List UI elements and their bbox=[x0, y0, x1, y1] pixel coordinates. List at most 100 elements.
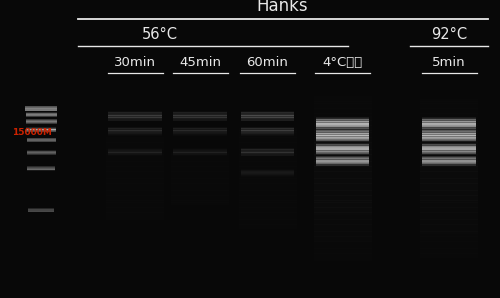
Bar bbox=[106, 99, 164, 102]
Bar bbox=[420, 202, 478, 205]
Bar bbox=[316, 159, 369, 160]
Bar bbox=[314, 176, 372, 179]
Bar bbox=[26, 150, 56, 151]
Bar bbox=[314, 246, 372, 249]
Bar bbox=[241, 115, 294, 116]
Bar bbox=[420, 215, 478, 218]
Bar bbox=[238, 234, 296, 237]
Bar bbox=[238, 258, 296, 261]
Bar bbox=[316, 137, 369, 139]
Bar bbox=[422, 144, 476, 145]
Bar bbox=[171, 176, 229, 179]
Bar bbox=[314, 241, 372, 244]
Bar bbox=[422, 128, 476, 129]
Bar bbox=[314, 202, 372, 205]
Bar bbox=[171, 224, 229, 227]
Bar bbox=[420, 94, 478, 97]
Text: 56°C: 56°C bbox=[142, 27, 178, 42]
Bar bbox=[314, 212, 372, 215]
Bar bbox=[106, 239, 164, 242]
Bar bbox=[314, 270, 372, 273]
Bar bbox=[314, 89, 372, 92]
Bar bbox=[314, 125, 372, 128]
Bar bbox=[171, 190, 229, 193]
Bar bbox=[174, 155, 227, 156]
Bar bbox=[241, 172, 294, 173]
Bar bbox=[241, 135, 294, 136]
Bar bbox=[422, 125, 476, 127]
Bar bbox=[106, 101, 164, 104]
Bar bbox=[420, 256, 478, 258]
Bar bbox=[171, 118, 229, 121]
Bar bbox=[314, 224, 372, 227]
Bar bbox=[106, 152, 164, 155]
Bar bbox=[171, 181, 229, 184]
Bar bbox=[26, 141, 56, 142]
Bar bbox=[314, 108, 372, 111]
Bar bbox=[238, 169, 296, 172]
Bar bbox=[171, 108, 229, 111]
Bar bbox=[314, 111, 372, 114]
Bar bbox=[316, 117, 369, 118]
Bar bbox=[314, 152, 372, 155]
Bar bbox=[171, 154, 229, 157]
Bar bbox=[106, 123, 164, 126]
Bar bbox=[238, 200, 296, 203]
Bar bbox=[420, 162, 478, 164]
Bar bbox=[171, 215, 229, 218]
Bar bbox=[106, 263, 164, 266]
Bar bbox=[316, 146, 369, 147]
Bar bbox=[108, 128, 162, 129]
Bar bbox=[316, 162, 369, 163]
Bar bbox=[422, 128, 476, 129]
Bar bbox=[174, 117, 227, 118]
Bar bbox=[422, 132, 476, 133]
Bar bbox=[174, 154, 227, 155]
Bar bbox=[316, 135, 369, 136]
Bar bbox=[314, 84, 372, 87]
Bar bbox=[108, 129, 162, 130]
Bar bbox=[108, 115, 162, 116]
Bar bbox=[238, 149, 296, 152]
Bar bbox=[316, 134, 369, 135]
Bar bbox=[241, 149, 294, 150]
Bar bbox=[171, 270, 229, 273]
Bar bbox=[106, 164, 164, 167]
Bar bbox=[420, 159, 478, 162]
Bar bbox=[171, 140, 229, 142]
Bar bbox=[420, 89, 478, 92]
Bar bbox=[106, 222, 164, 225]
Bar bbox=[238, 137, 296, 140]
Bar bbox=[171, 87, 229, 89]
Bar bbox=[422, 119, 476, 120]
Bar bbox=[106, 82, 164, 85]
Bar bbox=[316, 139, 369, 140]
Bar bbox=[238, 176, 296, 179]
Bar bbox=[108, 130, 162, 131]
Bar bbox=[422, 129, 476, 130]
Bar bbox=[238, 159, 296, 162]
Bar bbox=[314, 253, 372, 256]
Bar bbox=[314, 256, 372, 258]
Bar bbox=[108, 114, 162, 115]
Bar bbox=[241, 127, 294, 128]
Bar bbox=[422, 123, 476, 124]
Bar bbox=[238, 113, 296, 116]
Bar bbox=[26, 153, 56, 154]
Bar bbox=[314, 195, 372, 198]
Bar bbox=[171, 272, 229, 275]
Bar bbox=[420, 253, 478, 256]
Bar bbox=[28, 170, 55, 171]
Bar bbox=[171, 258, 229, 261]
Bar bbox=[108, 116, 162, 117]
Bar bbox=[106, 186, 164, 188]
Bar bbox=[316, 160, 369, 161]
Bar bbox=[420, 149, 478, 152]
Bar bbox=[106, 106, 164, 109]
Bar bbox=[108, 153, 162, 154]
Bar bbox=[420, 173, 478, 176]
Bar bbox=[314, 91, 372, 94]
Bar bbox=[108, 113, 162, 114]
Bar bbox=[171, 111, 229, 114]
Bar bbox=[316, 136, 369, 137]
